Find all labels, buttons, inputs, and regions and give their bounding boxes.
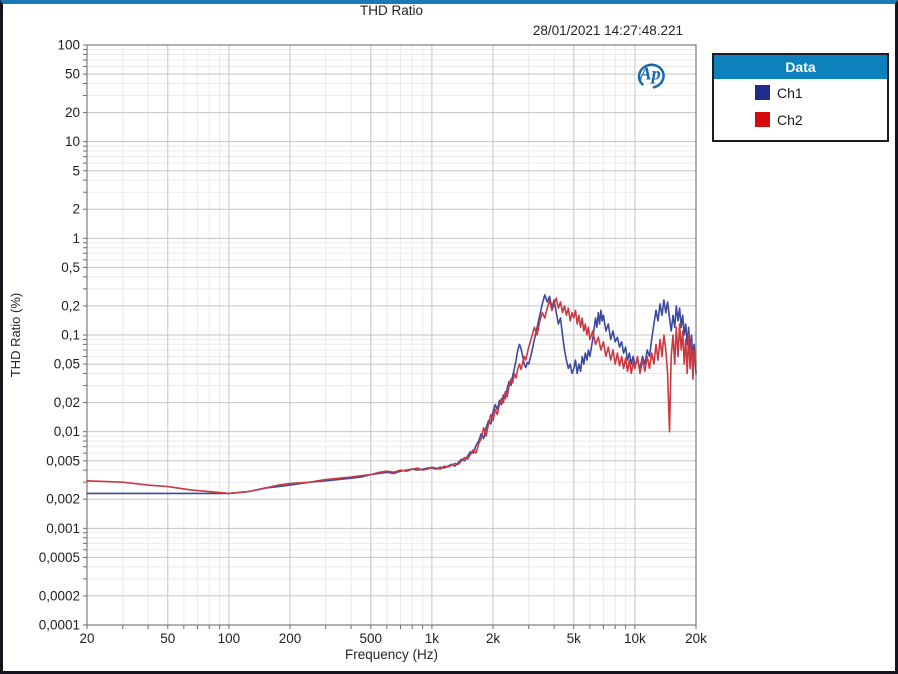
x-tick-label: 100 bbox=[218, 631, 241, 646]
y-tick-label: 100 bbox=[57, 38, 80, 53]
ch2-color-swatch bbox=[755, 112, 770, 127]
series-line-ch2 bbox=[86, 297, 697, 495]
y-tick-label: 0,2 bbox=[61, 298, 80, 313]
y-axis-title: THD Ratio (%) bbox=[8, 292, 23, 378]
x-tick-label: 20k bbox=[685, 631, 707, 646]
y-tick-label: 2 bbox=[72, 202, 80, 217]
ch2-label: Ch2 bbox=[777, 111, 803, 128]
y-tick-label: 0,0002 bbox=[39, 588, 80, 603]
x-tick-label: 500 bbox=[360, 631, 383, 646]
x-tick-label: 1k bbox=[425, 631, 440, 646]
series-line-ch1 bbox=[86, 294, 697, 495]
legend-title: Data bbox=[714, 55, 887, 79]
y-tick-label: 0,0005 bbox=[39, 550, 80, 565]
y-tick-label: 0,1 bbox=[61, 328, 80, 343]
x-tick-label: 20 bbox=[79, 631, 94, 646]
y-tick-label: 0,002 bbox=[46, 492, 80, 507]
ch1-label: Ch1 bbox=[777, 84, 803, 101]
y-tick-label: 1 bbox=[72, 231, 80, 246]
x-tick-label: 5k bbox=[567, 631, 582, 646]
svg-text:Ap: Ap bbox=[639, 64, 661, 84]
y-tick-label: 0,001 bbox=[46, 521, 80, 536]
plot-frame bbox=[86, 44, 697, 626]
y-tick-label: 0,005 bbox=[46, 453, 80, 468]
y-tick-label: 0,5 bbox=[61, 260, 80, 275]
ap-logo-icon: Ap bbox=[637, 63, 665, 89]
x-tick-label: 10k bbox=[624, 631, 646, 646]
y-tick-label: 0,02 bbox=[54, 395, 80, 410]
y-tick-label: 0,01 bbox=[54, 424, 80, 439]
x-tick-label: 200 bbox=[279, 631, 302, 646]
y-tick-label: 10 bbox=[65, 134, 80, 149]
y-tick-label: 20 bbox=[65, 105, 80, 120]
legend-item-ch1[interactable]: Ch1 bbox=[714, 79, 887, 106]
y-tick-label: 50 bbox=[65, 67, 80, 82]
y-tick-label: 0,05 bbox=[54, 357, 80, 372]
x-tick-label: 50 bbox=[160, 631, 175, 646]
y-tick-label: 0,0001 bbox=[39, 618, 80, 633]
x-axis-title: Frequency (Hz) bbox=[344, 647, 439, 662]
legend-box: Data Ch1 Ch2 bbox=[712, 53, 889, 142]
chart-title: THD Ratio bbox=[359, 3, 423, 18]
ch1-color-swatch bbox=[755, 85, 770, 100]
x-tick-label: 2k bbox=[486, 631, 501, 646]
legend-item-ch2[interactable]: Ch2 bbox=[714, 106, 887, 133]
timestamp: 28/01/2021 14:27:48.221 bbox=[532, 23, 683, 38]
y-tick-label: 5 bbox=[72, 163, 80, 178]
